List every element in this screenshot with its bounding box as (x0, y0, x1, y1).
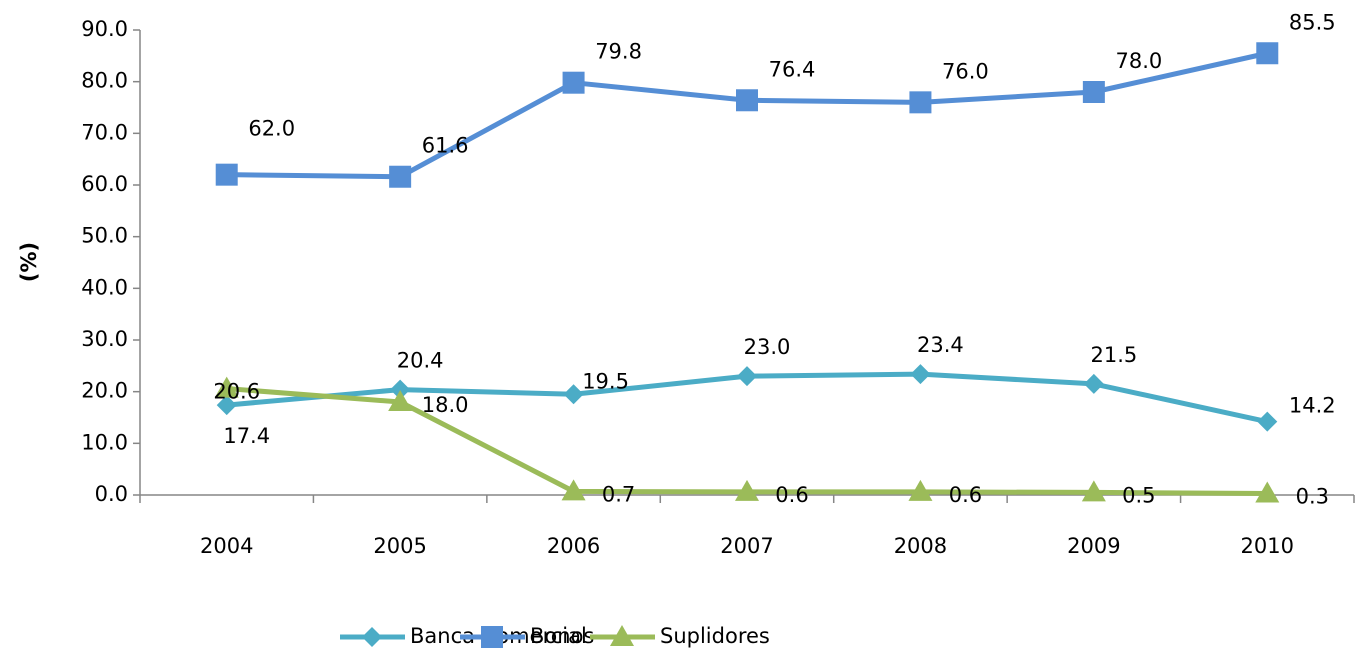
point (562, 71, 585, 94)
y-tick-label: 90.0 (81, 17, 128, 41)
point (390, 379, 411, 400)
x-tick-label: 2004 (200, 534, 253, 558)
y-tick-label: 30.0 (81, 327, 128, 351)
point (1257, 411, 1278, 432)
data-label: 20.4 (397, 349, 444, 373)
x-tick-label: 2010 (1241, 534, 1294, 558)
data-label: 76.4 (769, 57, 816, 81)
series-line (226, 50, 1268, 180)
data-label: 61.6 (422, 134, 469, 158)
legend-marker (610, 625, 634, 646)
y-tick-label: 70.0 (81, 120, 128, 144)
data-label: 62.0 (248, 117, 295, 141)
y-tick-label: 10.0 (81, 430, 128, 454)
y-tick-label: 40.0 (81, 275, 128, 299)
data-label: 18.0 (422, 393, 469, 417)
y-axis-label: (%) (17, 242, 41, 282)
data-label: 76.0 (942, 59, 989, 83)
data-label: 0.6 (775, 483, 808, 507)
data-label: 0.5 (1122, 483, 1155, 507)
point (389, 165, 412, 188)
point (1081, 480, 1106, 502)
y-tick-label: 50.0 (81, 224, 128, 248)
point (215, 163, 238, 186)
point (561, 479, 586, 501)
data-label: 23.4 (917, 333, 964, 357)
x-tick-label: 2006 (547, 534, 600, 558)
x-tick-label: 2005 (373, 534, 426, 558)
data-label: 85.5 (1289, 10, 1336, 34)
data-label: 23.0 (744, 335, 791, 359)
data-label: 21.5 (1090, 343, 1137, 367)
data-label: 0.6 (949, 483, 982, 507)
point (909, 91, 932, 114)
y-tick-label: 0.0 (95, 482, 128, 506)
x-tick-label: 2008 (894, 534, 947, 558)
point (908, 479, 933, 501)
data-label: 14.2 (1289, 394, 1336, 418)
y-tick-label: 20.0 (81, 379, 128, 403)
data-label: 79.8 (595, 40, 642, 64)
data-label: 0.3 (1296, 484, 1329, 508)
data-label: 78.0 (1115, 49, 1162, 73)
legend-marker (362, 627, 382, 647)
y-tick-label: 80.0 (81, 69, 128, 93)
legend-label: Bonos (530, 624, 594, 648)
point (735, 479, 759, 501)
point (910, 364, 931, 385)
x-tick-label: 2009 (1067, 534, 1120, 558)
point (214, 376, 239, 398)
point (563, 384, 584, 405)
point (388, 390, 413, 411)
point (736, 89, 758, 112)
point (737, 366, 757, 387)
point (1255, 481, 1280, 503)
point (216, 395, 237, 416)
legend-label: Suplidores (660, 624, 770, 648)
data-label: 17.4 (223, 424, 270, 448)
point (1082, 81, 1105, 103)
data-label: 20.6 (213, 380, 260, 404)
point (1256, 42, 1279, 65)
series-line (226, 386, 1268, 496)
y-tick-label: 60.0 (81, 172, 128, 196)
point (1083, 373, 1104, 394)
legend-marker (481, 626, 503, 648)
data-label: 19.5 (582, 369, 629, 393)
x-tick-label: 2007 (720, 534, 773, 558)
data-label: 0.7 (602, 482, 635, 506)
